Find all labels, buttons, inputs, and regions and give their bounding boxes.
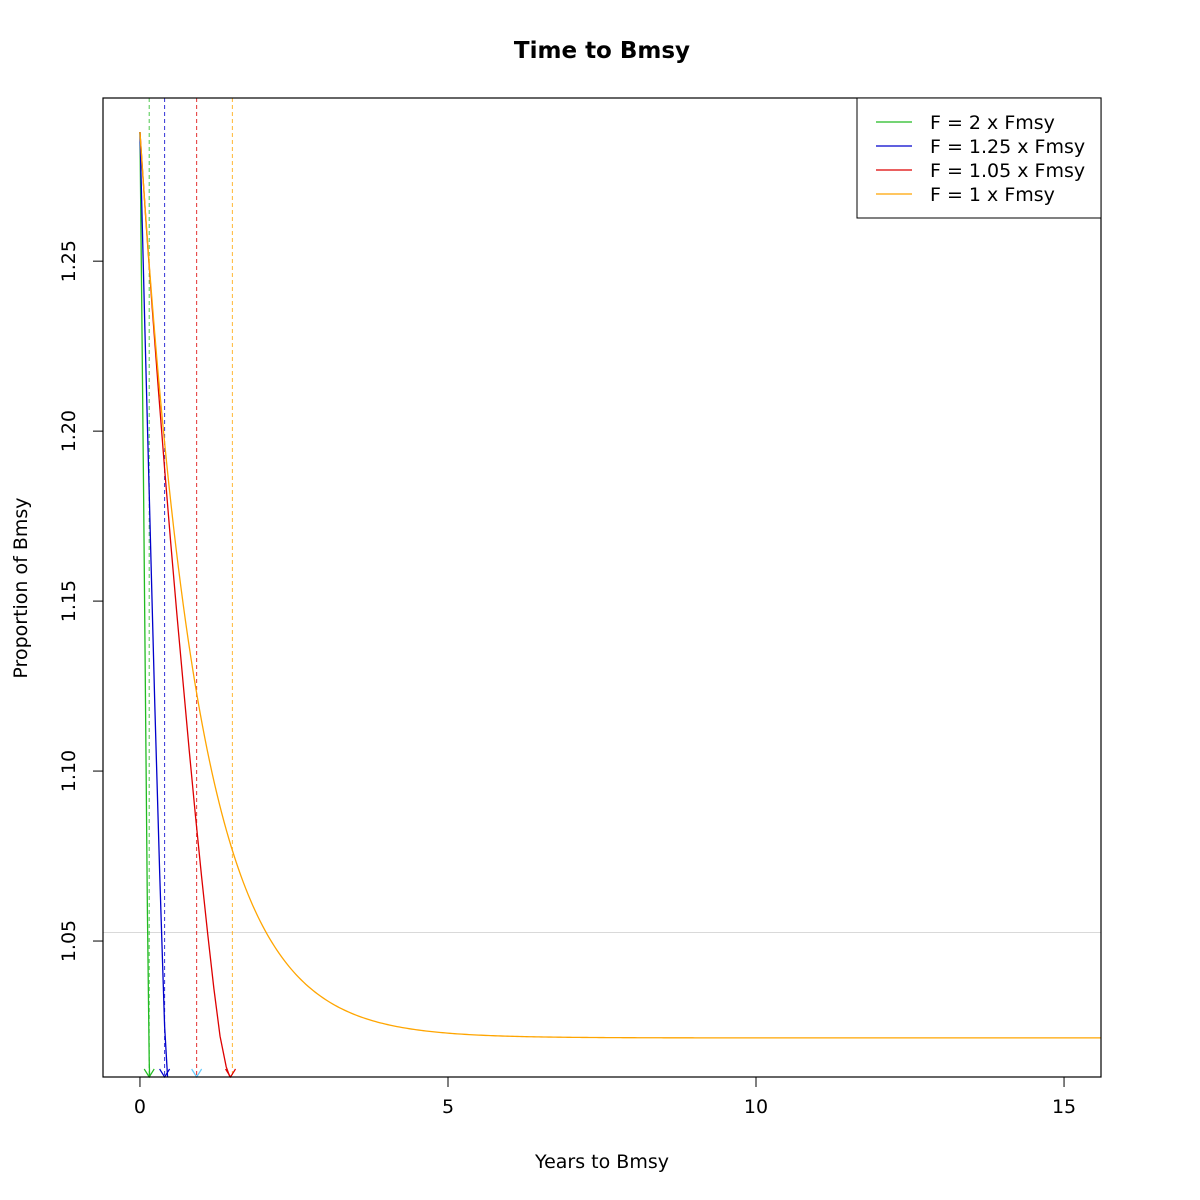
x-tick-label-3: 15 [1052,1096,1076,1118]
x-axis: 0 5 10 15 [134,1076,1076,1118]
y-tick-label-2: 1.15 [58,580,80,622]
x-tick-label-2: 10 [744,1096,768,1118]
legend-label-3: F = 1 x Fmsy [930,184,1055,206]
y-tick-label-1: 1.10 [58,750,80,792]
legend-label-0: F = 2 x Fmsy [930,112,1055,134]
y-axis: 1.05 1.10 1.15 1.20 1.25 [58,240,103,962]
legend-label-1: F = 1.25 x Fmsy [930,136,1085,158]
series-line-0 [139,131,151,1077]
y-axis-label: Proportion of Bmsy [10,497,32,678]
x-axis-label: Years to Bmsy [534,1151,669,1173]
series-line-1 [139,131,169,1077]
series-line-3 [139,131,1101,1039]
chart-title: Time to Bmsy [514,38,690,64]
y-tick-label-0: 1.05 [58,920,80,962]
legend-label-2: F = 1.05 x Fmsy [930,160,1085,182]
y-tick-label-3: 1.20 [58,410,80,452]
y-tick-label-4: 1.25 [58,240,80,282]
legend-box [856,97,1102,219]
x-tick-label-1: 5 [442,1096,454,1118]
x-tick-label-0: 0 [134,1096,146,1118]
series-line-2 [139,131,231,1077]
